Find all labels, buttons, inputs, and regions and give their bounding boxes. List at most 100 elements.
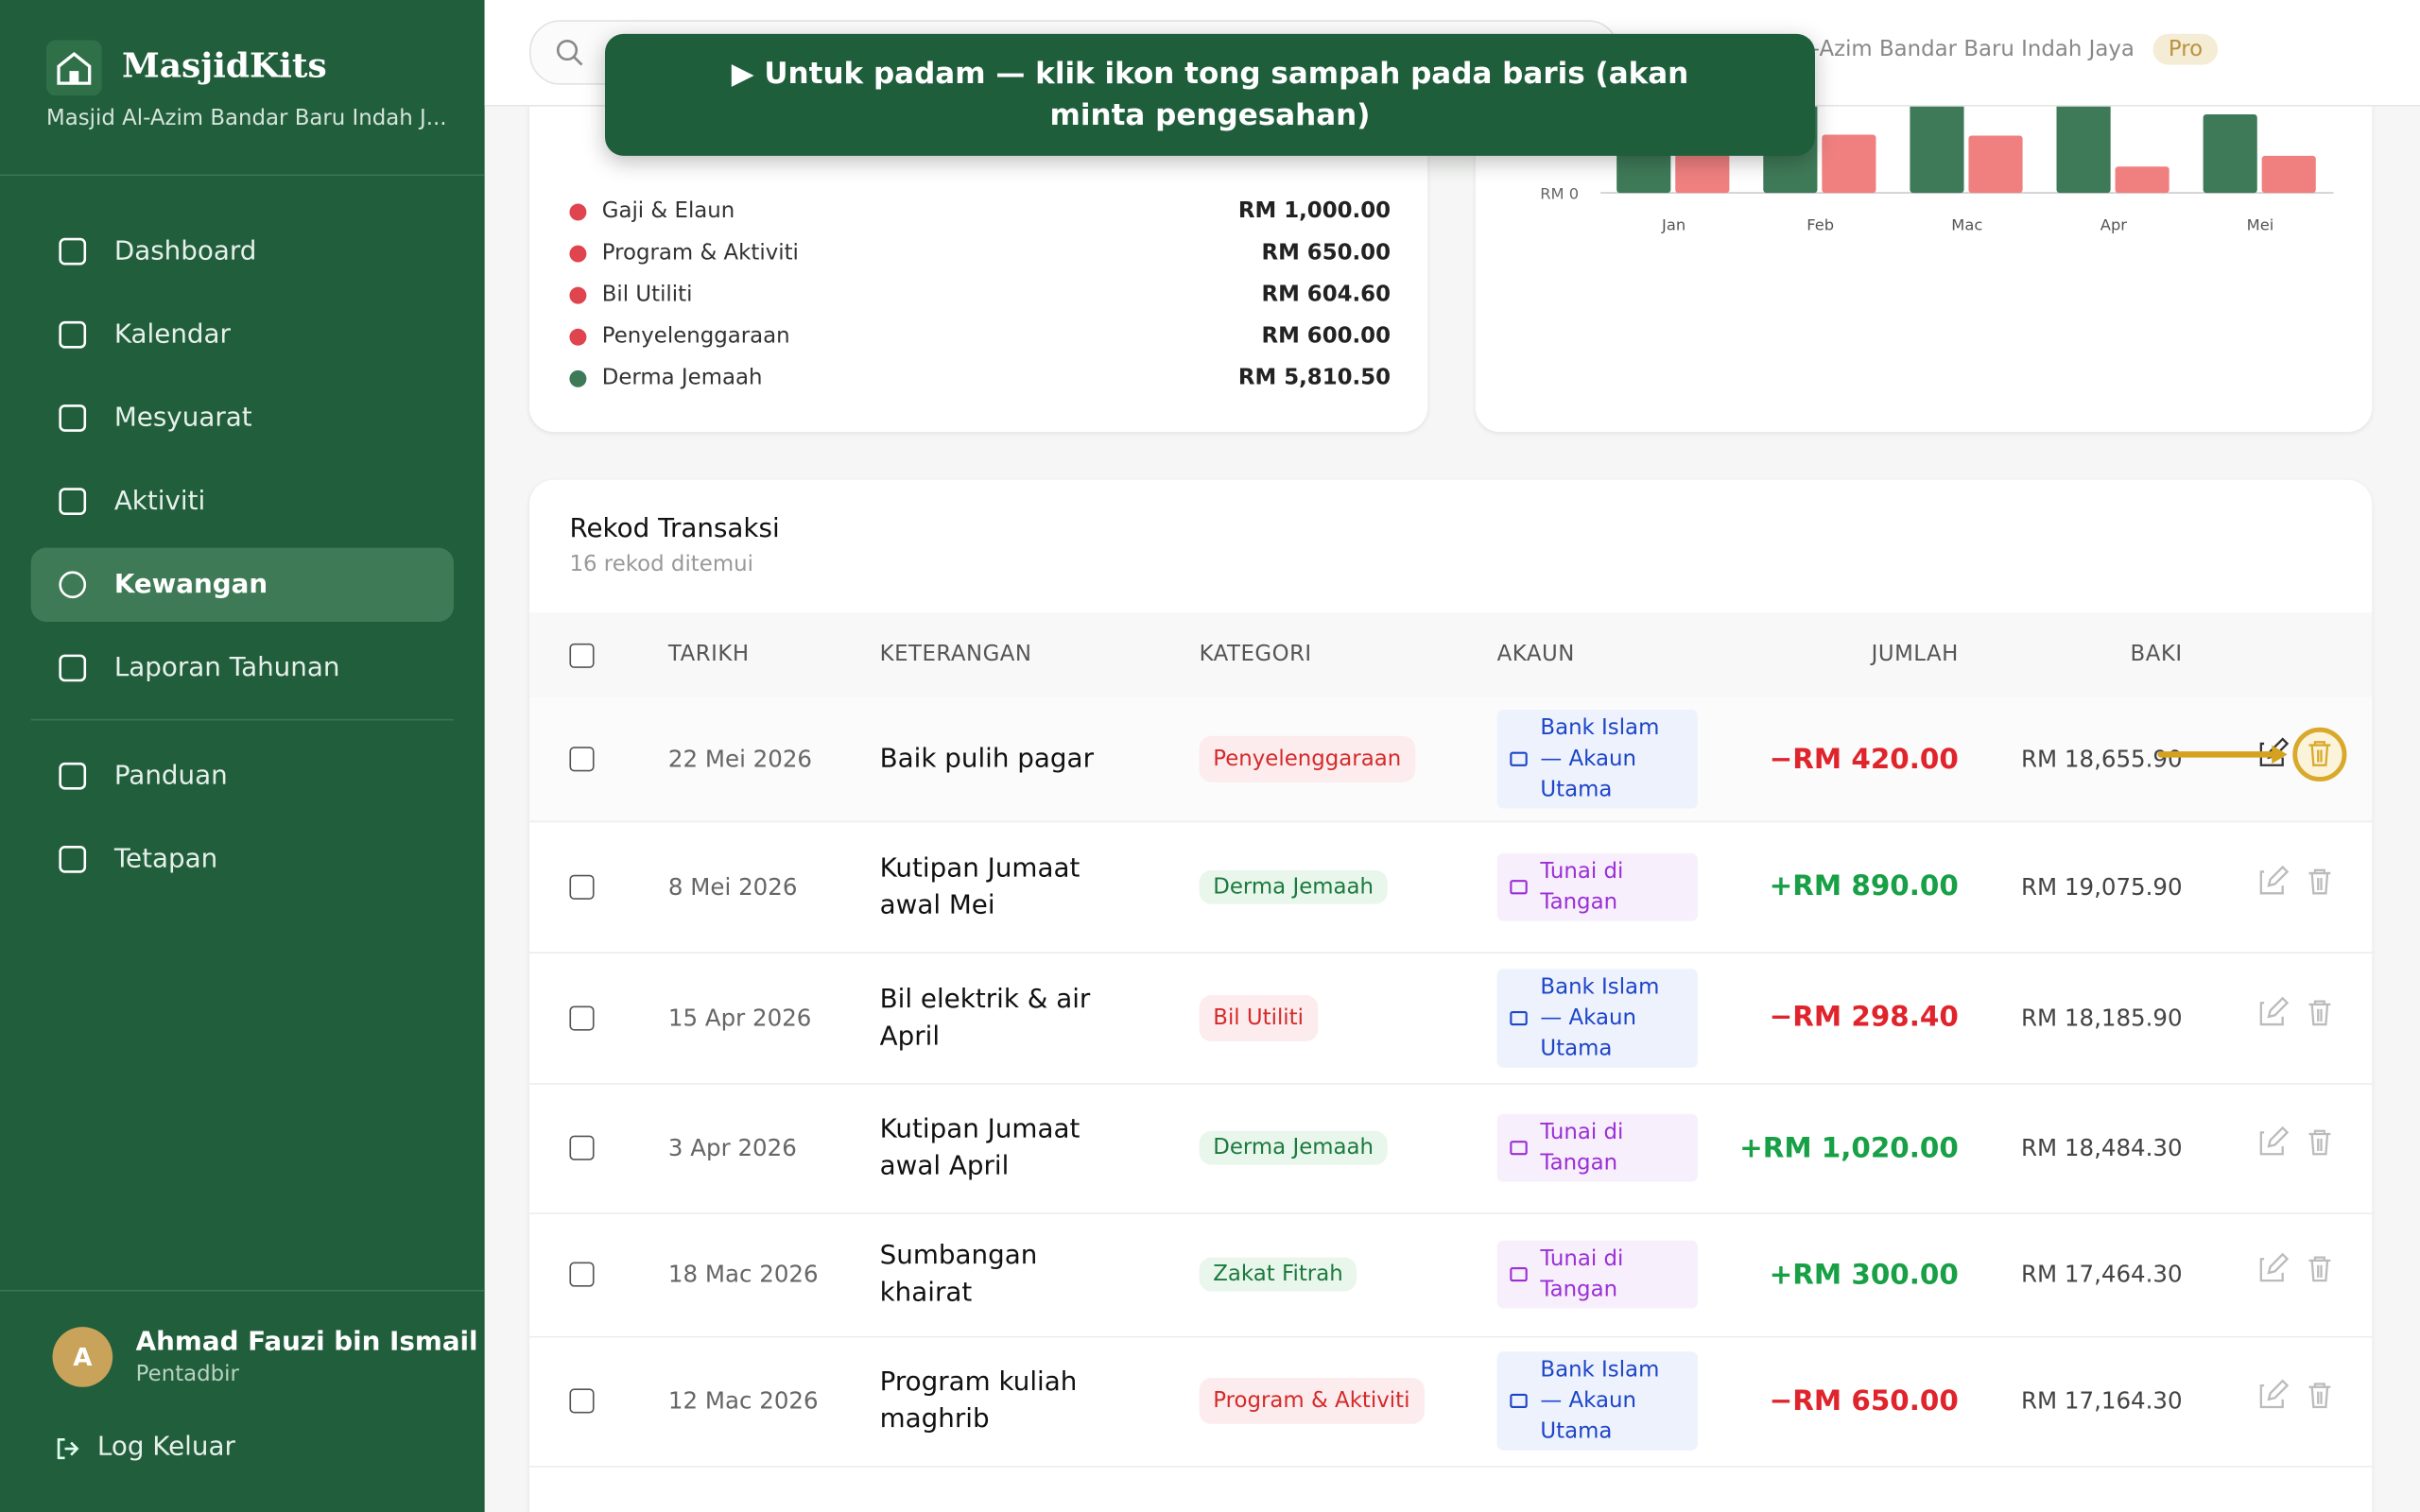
balance: RM 18,484.30 [2020, 1133, 2183, 1162]
legend-amount: RM 600.00 [1261, 323, 1392, 349]
nav-icon [59, 762, 87, 790]
nav-item[interactable]: Panduan [31, 739, 454, 813]
edit-icon[interactable] [2259, 1379, 2290, 1409]
account-pill: Bank Islam — Akaun Utama [1496, 968, 1698, 1067]
bar [1822, 134, 1876, 194]
category-pill: Penyelenggaraan [1199, 735, 1415, 782]
category-cell: Penyelenggaraan [1199, 697, 1431, 821]
account-pill: Tunai di Tangan [1496, 852, 1698, 920]
edit-icon[interactable] [2259, 995, 2290, 1025]
nav-item[interactable]: Dashboard [31, 215, 454, 288]
delete-icon[interactable] [2308, 741, 2331, 766]
row [528, 821, 2373, 954]
user-name: Ahmad Fauzi bin Ismail [135, 1327, 478, 1358]
bar [2115, 166, 2169, 194]
row-checkbox[interactable] [569, 747, 595, 772]
nav-item[interactable]: Kalendar [31, 298, 454, 371]
legend-item: Gaji & Elaun RM 1,000.00 [569, 196, 1391, 227]
logout[interactable]: Log Keluar [96, 1432, 235, 1463]
delete-icon[interactable] [2308, 1383, 2331, 1409]
nav-item[interactable]: Kewangan [30, 547, 454, 622]
nav-label: Mesyuarat [113, 403, 252, 434]
bar [2203, 114, 2257, 194]
icon-shape [1510, 1393, 1528, 1409]
tooltip-text: ▶ Untuk padam — klik ikon tong sampah pa… [731, 56, 1689, 132]
x-tick-label: Jan [1661, 215, 1685, 233]
icon-shape [59, 762, 87, 790]
row-checkbox[interactable] [569, 1005, 595, 1030]
balance: RM 18,185.90 [2020, 1004, 2183, 1032]
nav-item[interactable]: Mesyuarat [31, 381, 454, 455]
divider [30, 718, 454, 721]
category-pill: Derma Jemaah [1199, 1130, 1388, 1165]
delete-icon[interactable] [2308, 1256, 2331, 1282]
edit-icon[interactable] [2259, 865, 2290, 894]
org-name: Masjid Al-Azim Bandar Baru Indah J... [45, 106, 447, 131]
legend-amount: RM 604.60 [1261, 282, 1392, 307]
row-checkbox[interactable] [569, 1135, 595, 1160]
actions [2259, 1125, 2331, 1156]
column-header: BAKI [2130, 642, 2183, 667]
account-cell: Bank Islam — Akaun Utama [1496, 1336, 1714, 1466]
date: 3 Apr 2026 [667, 1133, 797, 1162]
nav-icon [59, 404, 87, 432]
amount: −RM 298.40 [1769, 1001, 1959, 1034]
nav-icon [59, 237, 87, 266]
description: Sumbangan khairat [879, 1240, 1038, 1309]
account-name: Bank Islam — Akaun Utama [1540, 1357, 1660, 1445]
icon-shape [59, 404, 87, 432]
row-checkbox[interactable] [569, 1388, 595, 1414]
select-all[interactable] [569, 643, 595, 668]
nav-item[interactable]: Laporan Tahunan [31, 631, 454, 705]
icon-shape [1510, 879, 1528, 894]
account-cell: Bank Islam — Akaun Utama [1496, 952, 1714, 1083]
nav-label: Laporan Tahunan [113, 652, 340, 684]
nav-item[interactable]: Tetapan [31, 822, 454, 896]
row-checkbox[interactable] [569, 1262, 595, 1287]
icon-shape [59, 654, 87, 682]
amount: −RM 650.00 [1769, 1384, 1959, 1418]
actions [2259, 995, 2331, 1025]
legend-name: Derma Jemaah [601, 365, 763, 391]
icon-shape [59, 571, 87, 599]
account-icon [1510, 879, 1528, 894]
nav-icon [59, 488, 87, 515]
plan-badge: Pro [2152, 33, 2219, 65]
nav-label: Kalendar [113, 318, 231, 351]
account-icon [1510, 1393, 1528, 1409]
table-header [528, 612, 2373, 697]
x-tick-label: Feb [1806, 215, 1834, 233]
divider [0, 1289, 485, 1292]
edit-icon[interactable] [2259, 1125, 2290, 1156]
record-count: 16 rekod ditemui [569, 552, 753, 577]
column-header: KETERANGAN [879, 642, 1032, 667]
legend-amount: RM 1,000.00 [1237, 198, 1392, 224]
amount: +RM 300.00 [1769, 1258, 1959, 1291]
description: Kutipan Jumaat awal April [879, 1113, 1080, 1182]
nav-label: Aktiviti [113, 486, 206, 517]
legend-dot [569, 244, 587, 262]
category-cell: Program & Aktiviti [1199, 1336, 1431, 1466]
brand: MasjidKits [121, 45, 327, 87]
nav-item[interactable]: Aktiviti [31, 464, 454, 538]
actions [2157, 727, 2347, 782]
legend-name: Penyelenggaraan [601, 323, 790, 349]
edit-icon[interactable] [2259, 1252, 2290, 1282]
user-role: Pentadbir [135, 1362, 239, 1387]
nav-label: Kewangan [113, 569, 268, 601]
legend-dot [569, 327, 587, 345]
delete-icon[interactable] [2308, 999, 2331, 1025]
column-header: JUMLAH [1871, 642, 1959, 667]
nav-label: Dashboard [113, 235, 257, 267]
description: Program kuliah maghrib [879, 1366, 1078, 1435]
nav-label: Panduan [113, 760, 228, 792]
legend-name: Bil Utiliti [601, 282, 693, 307]
delete-icon[interactable] [2308, 868, 2331, 894]
account-icon [1510, 751, 1528, 766]
icon-shape [59, 846, 87, 873]
row-checkbox[interactable] [569, 873, 595, 900]
delete-icon[interactable] [2308, 1129, 2331, 1156]
category-pill: Bil Utiliti [1199, 994, 1318, 1041]
